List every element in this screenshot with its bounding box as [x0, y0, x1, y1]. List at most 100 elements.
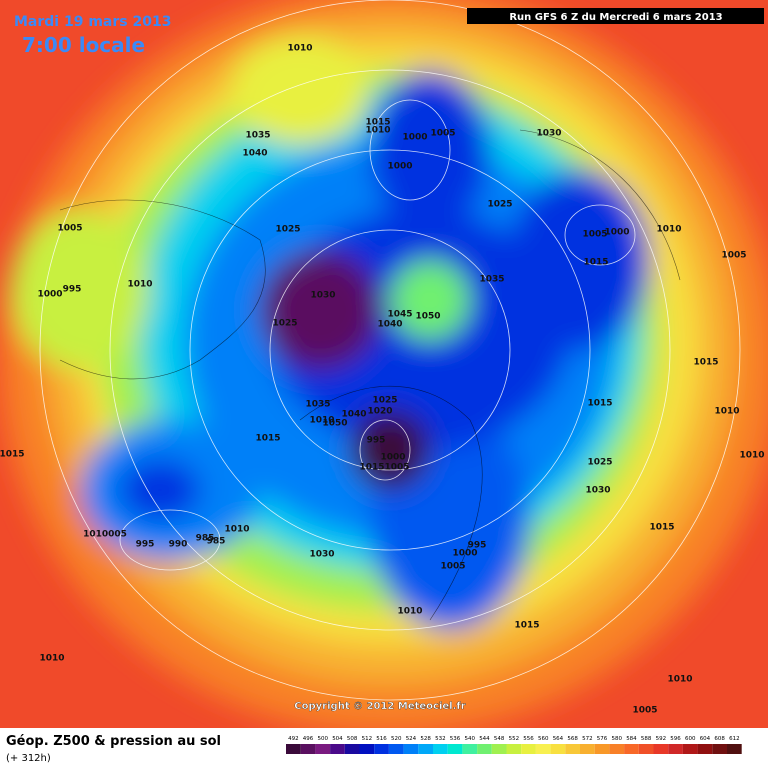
isobar-label: 1015 [359, 463, 384, 473]
isobar-label: 1025 [272, 319, 297, 329]
isobar-label: 1010 [365, 126, 390, 136]
isobar-label: 1010 [309, 416, 334, 426]
isobar-label: 1025 [487, 200, 512, 210]
scale-label: 544 [479, 736, 490, 742]
scale-label: 528 [420, 736, 431, 742]
isobar-label: 1005 [582, 230, 607, 240]
color-scale: 492 496 500 504 508 512 516 520 524 528 532 536 540 5… [286, 736, 742, 754]
scale-swatch [697, 744, 713, 754]
scale-swatch [300, 744, 316, 754]
scale-swatch [418, 744, 433, 754]
isobar-label: 1035 [479, 275, 504, 285]
isobar-label: 985 [207, 537, 226, 547]
isobar-label: 1015 [587, 399, 612, 409]
scale-swatch [521, 744, 536, 754]
isobar-label: 1010 [714, 407, 739, 417]
isobar-label: 1025 [372, 396, 397, 406]
scale-swatch [580, 744, 595, 754]
run-info: Run GFS 6 Z du Mercredi 6 mars 2013 [509, 12, 722, 23]
isobar-label: 1010 [127, 280, 152, 290]
footer-subtitle: (+ 312h) [6, 753, 51, 764]
isobar-label: 1050 [322, 419, 347, 429]
scale-swatch [609, 744, 625, 754]
scale-swatch [624, 744, 639, 754]
isobar-label: 1005 [384, 463, 409, 473]
run-box [467, 8, 764, 24]
scale-swatch [330, 744, 345, 754]
scale-swatch [506, 744, 522, 754]
isobar-label: 1010 [397, 607, 422, 617]
isobar-label: 1015 [514, 621, 539, 631]
isobar-label: 1000 [604, 228, 629, 238]
scale-swatch [594, 744, 610, 754]
scale-label: 608 [714, 736, 725, 742]
scale-swatch [403, 744, 419, 754]
scale-label: 580 [612, 736, 623, 742]
scale-label: 572 [582, 736, 593, 742]
scale-label: 540 [465, 736, 476, 742]
scale-swatch [535, 744, 551, 754]
scale-label: 564 [553, 736, 564, 742]
scale-swatch [653, 744, 669, 754]
scale-swatch [344, 744, 360, 754]
isobar-label: 1015 [255, 434, 280, 444]
isobar-label: 1015 [649, 523, 674, 533]
isobar-label: 1015 [583, 258, 608, 268]
scale-swatch [712, 744, 727, 754]
isobar-label: 1045 [387, 310, 412, 320]
scale-swatch [727, 744, 742, 754]
scale-label: 604 [700, 736, 711, 742]
isobar-label: 1005 [632, 706, 657, 716]
scale-label: 568 [567, 736, 578, 742]
isobar-label: 1010 [667, 675, 692, 685]
scale-swatch [433, 744, 448, 754]
scale-swatch [315, 744, 331, 754]
scale-label: 560 [538, 736, 549, 742]
scale-label: 536 [450, 736, 461, 742]
scale-label: 584 [626, 736, 637, 742]
isobar-label: 1000 [452, 549, 477, 559]
scale-label: 512 [362, 736, 373, 742]
scale-label: 576 [597, 736, 608, 742]
isobar-label: 1010 [39, 654, 64, 664]
isobar-label: 1050 [415, 312, 440, 322]
isobar-label: 1005 [721, 251, 746, 261]
isobar-label: 1000 [37, 290, 62, 300]
scale-swatch [638, 744, 654, 754]
isobar-label: 995 [468, 541, 487, 551]
scale-label: 556 [523, 736, 534, 742]
scale-swatch [668, 744, 683, 754]
scale-label: 500 [318, 736, 329, 742]
scale-label: 504 [332, 736, 343, 742]
scale-swatch [462, 744, 478, 754]
isobar-label: 1015 [0, 450, 25, 460]
isobar-label: 1040 [377, 320, 402, 330]
scale-label: 496 [303, 736, 314, 742]
isobar-label: 1030 [536, 129, 561, 139]
scale-swatch [682, 744, 698, 754]
isobar-label: 1005 [430, 129, 455, 139]
scale-swatch [491, 744, 507, 754]
scale-label: 548 [494, 736, 505, 742]
scale-swatch [477, 744, 492, 754]
field [0, 0, 768, 735]
scale-label: 552 [509, 736, 520, 742]
scale-label: 612 [729, 736, 740, 742]
isobar-label: 1040 [242, 149, 267, 159]
scale-swatch [374, 744, 389, 754]
isobar-label: 995 [63, 285, 82, 295]
isobar-label: 1010 [287, 44, 312, 54]
isobar-label: 1010 [656, 225, 681, 235]
isobar-label: 1020 [367, 407, 392, 417]
isobar-label: 1010 [739, 451, 764, 461]
isobar-label: 1015 [693, 358, 718, 368]
scale-swatch [286, 744, 301, 754]
isobar-label: 1030 [585, 486, 610, 496]
isobar-label: 1005 [57, 224, 82, 234]
footer-title: Géop. Z500 & pression au sol [6, 734, 221, 749]
isobar-label: 1000 [387, 162, 412, 172]
isobar-label: 1035 [305, 400, 330, 410]
scale-swatch [447, 744, 463, 754]
